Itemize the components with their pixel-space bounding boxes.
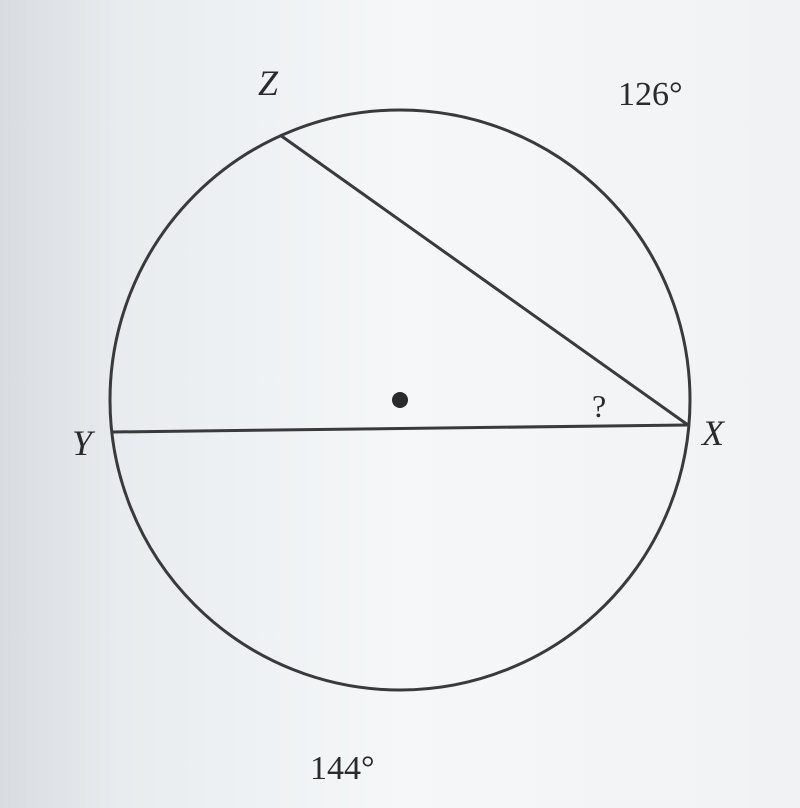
center-dot bbox=[392, 392, 408, 408]
unknown-angle-marker: ? bbox=[592, 388, 606, 425]
chord-zx bbox=[280, 135, 688, 425]
chord-yx bbox=[112, 425, 688, 432]
geometry-diagram: Z X Y 126° 144° ? bbox=[0, 0, 800, 808]
arc-label-yx: 144° bbox=[310, 750, 375, 788]
point-label-z: Z bbox=[258, 62, 278, 104]
arc-label-zx: 126° bbox=[618, 76, 683, 114]
point-label-x: X bbox=[702, 412, 724, 454]
circle-svg bbox=[0, 0, 800, 808]
point-label-y: Y bbox=[72, 422, 92, 464]
